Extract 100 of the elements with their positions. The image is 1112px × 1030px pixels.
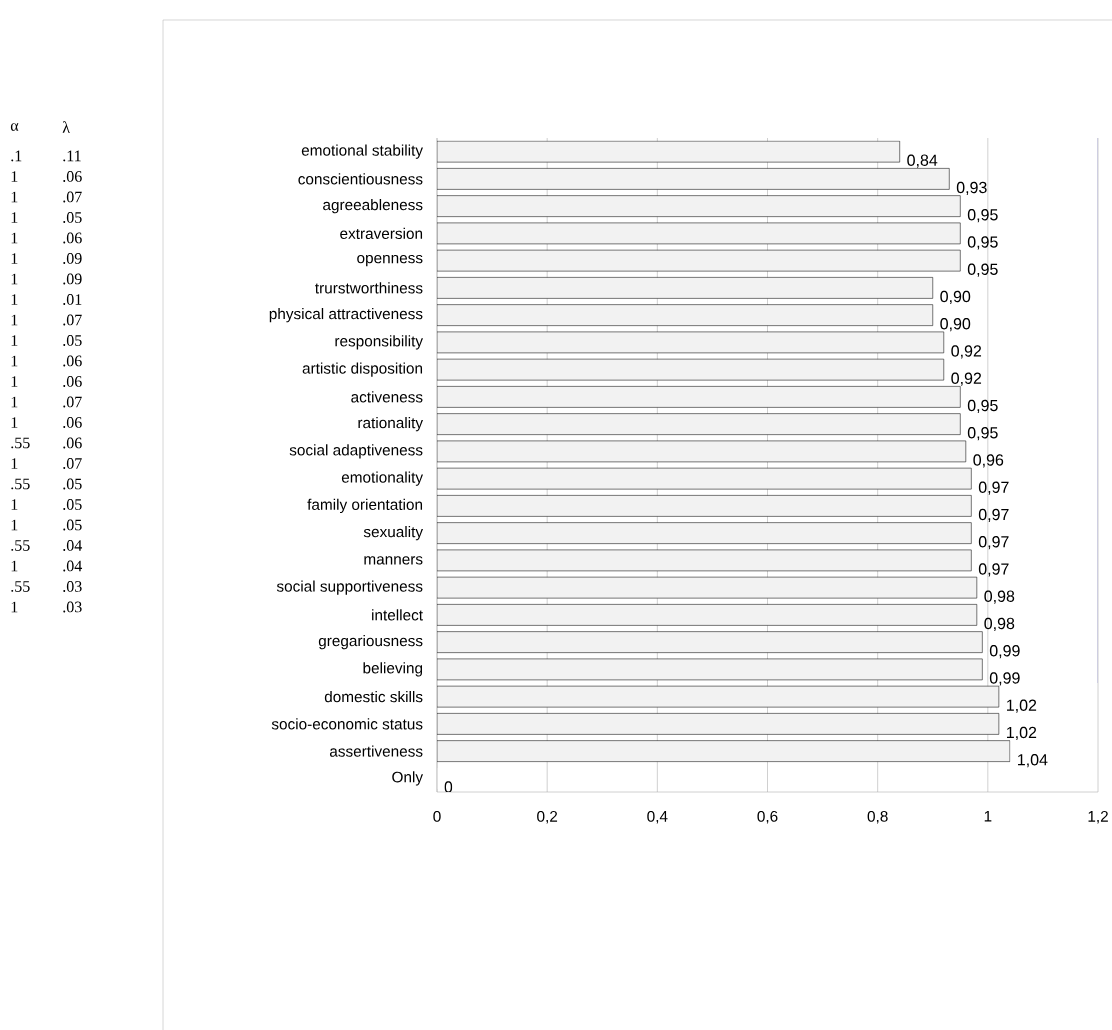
bar xyxy=(437,658,983,681)
text: .06 xyxy=(63,437,82,449)
text: .04 xyxy=(63,560,83,572)
text: .07 xyxy=(63,314,82,326)
data-label: 0,95 xyxy=(967,236,998,250)
data-label: 0,97 xyxy=(978,508,1009,523)
bar xyxy=(437,249,961,272)
text: .06 xyxy=(63,355,82,367)
y-tick-label: sexuality xyxy=(363,525,424,541)
bar xyxy=(437,358,945,381)
y-tick-label: social adaptiveness xyxy=(289,444,423,459)
text: 1 xyxy=(11,314,18,326)
text: 1 xyxy=(11,171,18,182)
text: 1 xyxy=(11,560,18,572)
text: 1 xyxy=(11,273,18,285)
data-label: 0,90 xyxy=(940,318,971,332)
y-tick-label: physical attractiveness xyxy=(269,307,423,323)
x-tick-label: 0,4 xyxy=(647,810,668,824)
data-label: 1,02 xyxy=(1007,726,1037,741)
y-tick-label: social supportiveness xyxy=(276,580,423,595)
data-label: 0,95 xyxy=(967,427,998,441)
data-label: 0,97 xyxy=(978,563,1009,577)
text: .1 xyxy=(11,150,22,162)
text: 1 xyxy=(11,458,18,469)
text: .05 xyxy=(63,335,82,346)
y-tick-label: socio-economic status xyxy=(271,718,423,730)
bar xyxy=(437,222,961,245)
bar xyxy=(437,604,978,626)
bar xyxy=(437,168,950,190)
bar xyxy=(437,522,972,544)
data-label: 1,04 xyxy=(1018,754,1048,768)
data-label: 0,84 xyxy=(907,154,938,168)
text: 1 xyxy=(11,294,18,305)
text: .03 xyxy=(63,581,82,592)
y-tick-label: gregariousness xyxy=(318,634,423,650)
data-label: 0,90 xyxy=(940,290,971,305)
bar xyxy=(437,631,983,653)
y-tick-label: openness xyxy=(357,254,423,267)
bar xyxy=(437,713,1000,735)
data-label: 0,92 xyxy=(951,345,982,359)
text: .03 xyxy=(63,601,82,613)
text: 1 xyxy=(11,601,18,613)
text: .07 xyxy=(63,191,82,203)
text: 1 xyxy=(11,499,18,510)
text: .05 xyxy=(63,519,82,531)
bar xyxy=(437,304,934,326)
y-tick-label: assertiveness xyxy=(329,745,423,757)
y-tick-label: conscientiousness xyxy=(298,173,423,185)
y-tick-label: extraversion xyxy=(340,227,423,240)
text: .55 xyxy=(11,581,30,592)
text: .01 xyxy=(63,294,82,305)
bar xyxy=(437,576,978,599)
bar xyxy=(437,386,961,408)
x-tick-label: 1 xyxy=(984,810,992,822)
y-tick-label: Only xyxy=(392,771,424,786)
bar xyxy=(437,467,972,490)
y-tick-label: emotionality xyxy=(341,471,423,486)
y-tick-label: intellect xyxy=(372,609,423,621)
text: .06 xyxy=(63,232,82,244)
data-label: 0,93 xyxy=(956,181,987,196)
data-label: 0,96 xyxy=(973,454,1004,468)
text: .06 xyxy=(63,171,82,182)
y-tick-label: believing xyxy=(363,662,423,677)
text: 1 xyxy=(11,335,18,346)
text: .07 xyxy=(63,396,82,408)
bar xyxy=(437,140,900,163)
bar xyxy=(437,195,961,217)
data-label: 0,95 xyxy=(967,209,998,223)
text: 1 xyxy=(11,417,18,428)
y-tick-label: rationality xyxy=(358,416,423,432)
bar xyxy=(437,277,934,299)
bar xyxy=(437,549,972,572)
text: 1 xyxy=(11,212,18,223)
x-tick-label: 0,6 xyxy=(757,810,778,824)
text: .55 xyxy=(11,540,30,551)
y-tick-label: domestic skills xyxy=(324,691,423,703)
text: λ xyxy=(62,121,70,133)
text: .55 xyxy=(11,478,30,490)
text: .06 xyxy=(63,417,82,428)
text: .05 xyxy=(63,499,82,510)
data-label: 1,02 xyxy=(1007,699,1037,713)
bar xyxy=(437,331,945,354)
y-tick-label: responsibility xyxy=(335,335,423,350)
text: .07 xyxy=(63,458,82,469)
text: 1 xyxy=(11,191,18,203)
data-label: 0,97 xyxy=(978,536,1009,550)
data-label: 0,98 xyxy=(984,617,1015,632)
data-label: 0,99 xyxy=(989,645,1020,659)
text: 1 xyxy=(11,253,18,264)
x-tick-label: 1,2 xyxy=(1088,810,1108,824)
data-label: 0,97 xyxy=(978,481,1009,495)
x-tick-label: 0,2 xyxy=(537,810,558,824)
data-label: 0,95 xyxy=(967,263,998,277)
data-label: 0,99 xyxy=(989,672,1020,686)
x-tick-label: 0,8 xyxy=(867,810,888,824)
bar xyxy=(437,440,967,463)
text: .06 xyxy=(63,376,82,387)
bar xyxy=(437,495,972,517)
text: .05 xyxy=(63,478,82,490)
y-tick-label: emotional stability xyxy=(301,144,423,159)
